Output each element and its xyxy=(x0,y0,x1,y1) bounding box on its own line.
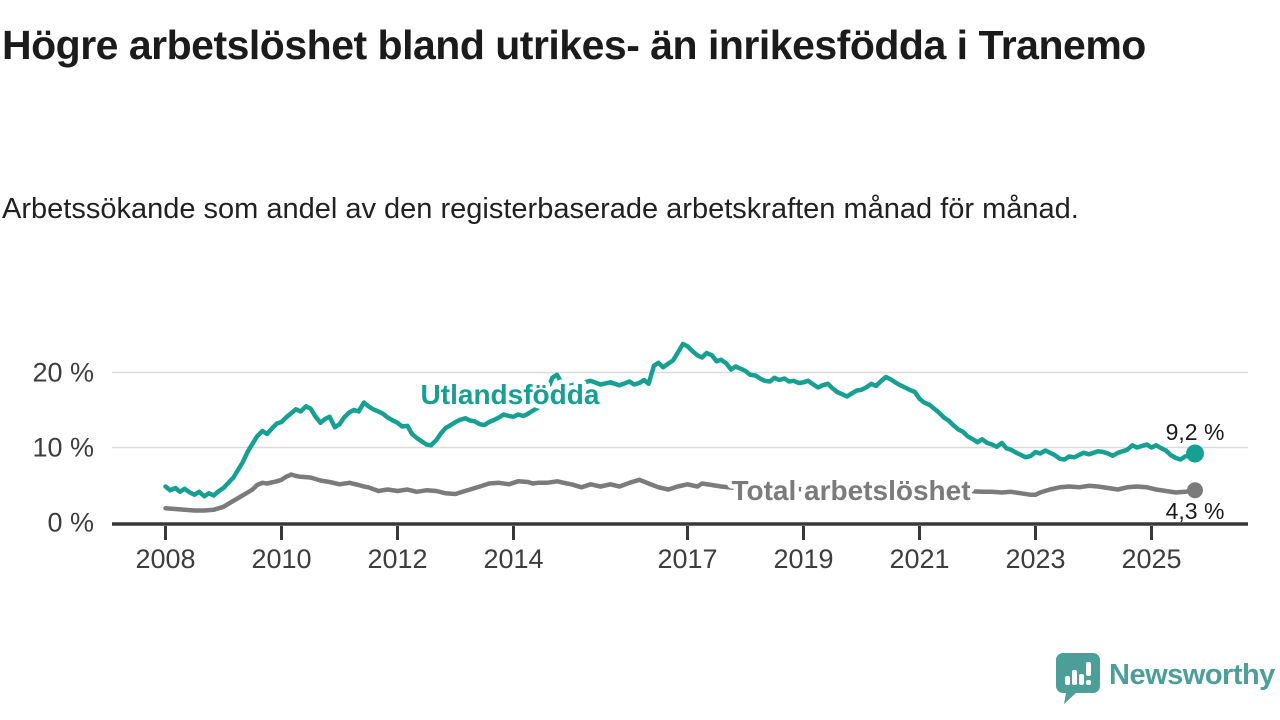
bar-small-icon xyxy=(1065,676,1070,685)
x-tick-label: 2021 xyxy=(889,544,949,574)
newsworthy-logo-icon xyxy=(1056,653,1100,704)
series-end-dot-utlandsfodda xyxy=(1186,444,1204,463)
series-label-total: Total arbetslöshet xyxy=(731,475,970,506)
chart-subtitle: Arbetssökande som andel av den registerb… xyxy=(2,193,1079,225)
x-tick-label: 2008 xyxy=(135,544,195,574)
speech-bubble-shape xyxy=(1056,653,1100,704)
unemployment-line-chart: 0 % 10 % 20 % 2008 2010 2012 2014 2017 2019 2021 2… xyxy=(32,341,1248,574)
end-value-label-utlandsfodda: 9,2 % xyxy=(1166,419,1225,445)
x-tick-label: 2025 xyxy=(1121,544,1181,574)
end-value-label-total: 4,3 % xyxy=(1166,498,1225,524)
series-end-dot-total xyxy=(1187,482,1203,499)
bar-medium-icon xyxy=(1079,674,1084,685)
newsworthy-logo: Newsworthy xyxy=(1056,653,1275,704)
exclamation-bar-icon xyxy=(1086,662,1091,676)
series-label-utlandsfodda: Utlandsfödda xyxy=(421,379,600,410)
page-title: Högre arbetslöshet bland utrikes- än inr… xyxy=(2,22,1146,68)
x-tick-label: 2012 xyxy=(367,544,427,574)
y-tick-label: 20 % xyxy=(32,358,94,388)
x-tick-label: 2014 xyxy=(483,544,543,574)
x-tick-label: 2023 xyxy=(1005,544,1065,574)
series-line-utlandsfodda xyxy=(163,341,1198,499)
x-tick-label: 2010 xyxy=(251,544,311,574)
bar-tall-icon xyxy=(1072,670,1077,685)
series-line-total xyxy=(163,472,1198,513)
x-tick-label: 2019 xyxy=(773,544,833,574)
x-tick-label: 2017 xyxy=(657,544,717,574)
y-tick-label: 10 % xyxy=(32,433,94,463)
newsworthy-wordmark: Newsworthy xyxy=(1109,659,1275,691)
y-tick-label: 0 % xyxy=(47,508,94,538)
exclamation-dot-icon xyxy=(1086,680,1091,685)
